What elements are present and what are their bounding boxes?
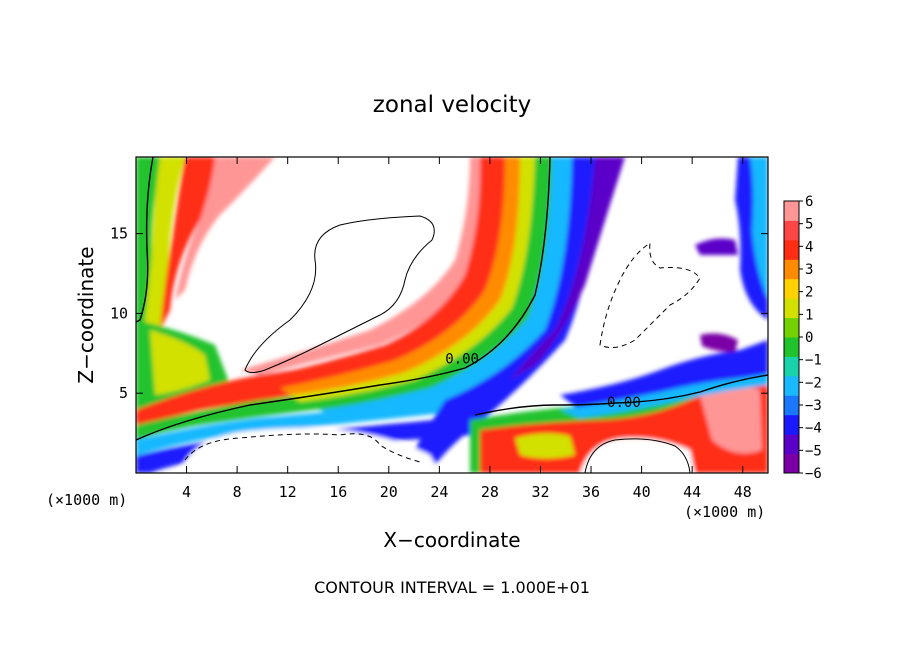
lower-right-blue-strip: [560, 340, 768, 410]
x-unit-label-right: (×1000 m): [684, 503, 765, 521]
jet-yellow: [290, 157, 535, 402]
bottom-white-pocket-right: [580, 437, 695, 473]
x-axis-label: X−coordinate: [383, 528, 520, 552]
heatmap-field: 0.00 0.00: [136, 157, 768, 473]
colorbar-tick-label: −5: [805, 443, 822, 459]
bottom-white-pocket-left: [180, 427, 440, 473]
colorbar-swatch: [784, 414, 799, 435]
colorbar-swatch: [784, 375, 799, 396]
colorbar-tick-label: 3: [805, 262, 813, 278]
colorbar-tick-label: −3: [805, 398, 822, 414]
colorbar-tick-label: −1: [805, 353, 822, 369]
colorbar-tick-label: 1: [805, 307, 813, 323]
jet-cyan: [320, 157, 572, 420]
left-red-band: [160, 157, 265, 330]
upper-right-purple-wisp: [695, 238, 738, 255]
x-tick-label: 40: [633, 483, 651, 501]
x-tick-label: 24: [430, 483, 448, 501]
colorbar-swatch: [784, 317, 799, 338]
colorbar-swatch: [784, 298, 799, 319]
contour-label: 0.00: [607, 395, 641, 411]
x-unit-label-left: (×1000 m): [46, 491, 127, 509]
y-tick-label: 15: [110, 225, 128, 243]
x-tick-label: 16: [329, 483, 347, 501]
y-tick-label: 5: [119, 384, 128, 402]
lower-left-yellow-region: [150, 330, 210, 395]
contour-positive-bottom-right: [584, 438, 691, 473]
colorbar-swatch: [784, 356, 799, 377]
contour-positive-loop: [244, 215, 435, 373]
lower-right-pink-patch: [700, 386, 762, 454]
colorbar-swatch: [784, 259, 799, 280]
colorbar-tick-label: −4: [805, 421, 822, 437]
contour-negative-right: [599, 241, 701, 349]
contour-negative-bottom: [184, 433, 421, 463]
colorbar-tick-label: 0: [805, 330, 813, 346]
x-tick-label: 32: [531, 483, 549, 501]
contour-zero-left: [136, 157, 154, 323]
x-tick-label: 4: [182, 483, 191, 501]
lower-right-yellow-patch: [515, 433, 575, 459]
colorbar: 6 5 4 3 2 1 0 −1 −2 −3 −4 −5 −6: [783, 194, 822, 482]
chart-title: zonal velocity: [373, 92, 531, 118]
colorbar-swatch: [784, 278, 799, 299]
contour-interval-footer: CONTOUR INTERVAL = 1.000E+01: [314, 578, 590, 597]
colorbar-tick-label: 6: [805, 194, 813, 210]
x-tick-label: 28: [481, 483, 499, 501]
colorbar-swatch: [784, 201, 799, 221]
colorbar-swatch: [784, 453, 799, 474]
x-tick-label: 44: [683, 483, 701, 501]
colorbar-swatch: [784, 337, 799, 357]
plot-frame: [135, 156, 769, 474]
colorbar-swatch: [784, 239, 799, 260]
jet-blue: [400, 157, 600, 473]
colorbar-tick-label: 5: [805, 217, 813, 233]
contour-label: 0.00: [445, 352, 479, 368]
jet-pink: [240, 157, 492, 375]
jet-orange: [280, 157, 522, 395]
y-tick-label: 10: [110, 304, 128, 322]
left-green-band: [136, 157, 165, 330]
x-tick-label: 20: [380, 483, 398, 501]
colorbar-swatch: [784, 220, 799, 241]
jet-purple: [510, 157, 625, 380]
x-tick-label: 36: [582, 483, 600, 501]
lower-right-cyan-strip: [560, 374, 768, 418]
right-edge-cyan-strip: [750, 157, 768, 300]
x-tick-label: 12: [279, 483, 297, 501]
right-purple-blob: [700, 333, 738, 352]
y-axis-label: Z−coordinate: [74, 246, 98, 383]
contour-zero-right: [474, 374, 768, 416]
colorbar-tick-label: 2: [805, 285, 813, 301]
contour-zero-main: [136, 157, 551, 441]
colorbar-swatch: [784, 434, 799, 455]
x-tick-label: 48: [734, 483, 752, 501]
jet-green: [300, 157, 552, 410]
left-pink-band: [175, 157, 275, 300]
colorbar-swatch: [784, 395, 799, 416]
colorbar-tick-label: 4: [805, 239, 813, 255]
colorbar-tick-label: −6: [805, 466, 822, 482]
x-tick-label: 8: [233, 483, 242, 501]
colorbar-tick-label: −2: [805, 375, 822, 391]
jet-red: [260, 157, 508, 385]
left-yellow-band: [140, 157, 185, 360]
